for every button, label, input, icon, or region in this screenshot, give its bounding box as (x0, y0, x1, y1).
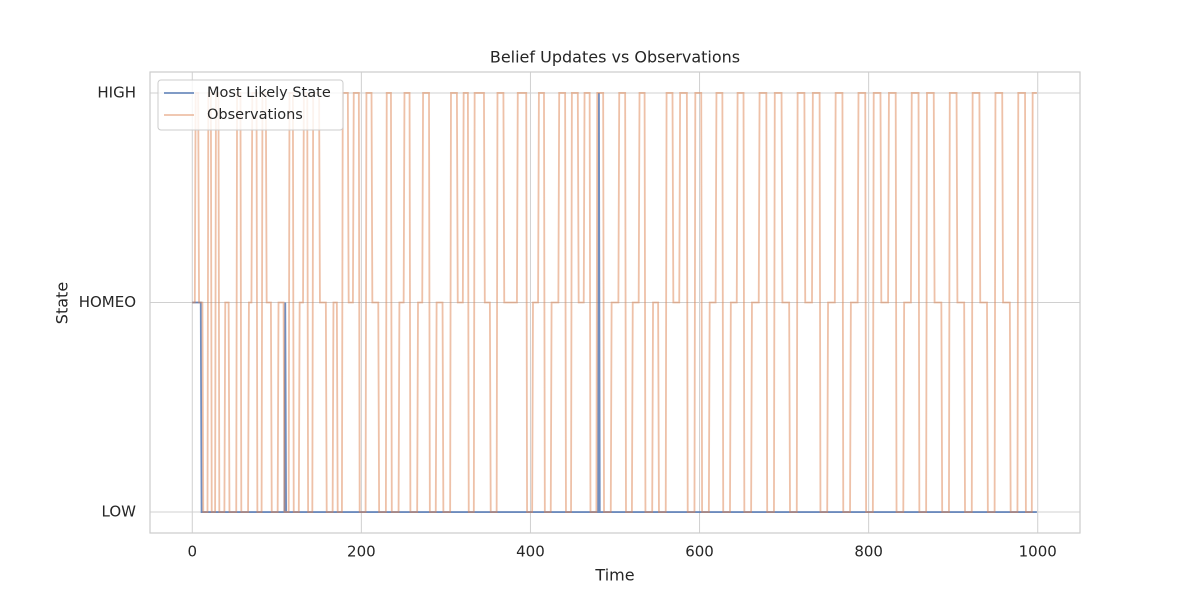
plot-frame (149, 71, 1081, 534)
legend: Most Likely State Observations (157, 79, 344, 131)
x-tick-label: 0 (187, 543, 197, 561)
y-tick-label: HIGH (97, 83, 136, 101)
x-tick-label: 800 (854, 543, 883, 561)
series-line (192, 92, 1037, 513)
y-axis-label: State (53, 282, 72, 324)
x-tick-label: 1000 (1019, 543, 1057, 561)
y-tick-label: LOW (102, 503, 137, 521)
y-tick-label: HOMEO (79, 293, 136, 311)
x-tick-label: 600 (685, 543, 714, 561)
x-axis-label: Time (594, 566, 634, 585)
legend-label: Most Likely State (207, 85, 331, 101)
x-tick-label: 200 (347, 543, 376, 561)
x-tick-label: 400 (516, 543, 545, 561)
legend-box (157, 79, 344, 131)
legend-label: Observations (207, 107, 303, 123)
chart-title: Belief Updates vs Observations (490, 48, 740, 67)
series-line (192, 92, 1037, 513)
